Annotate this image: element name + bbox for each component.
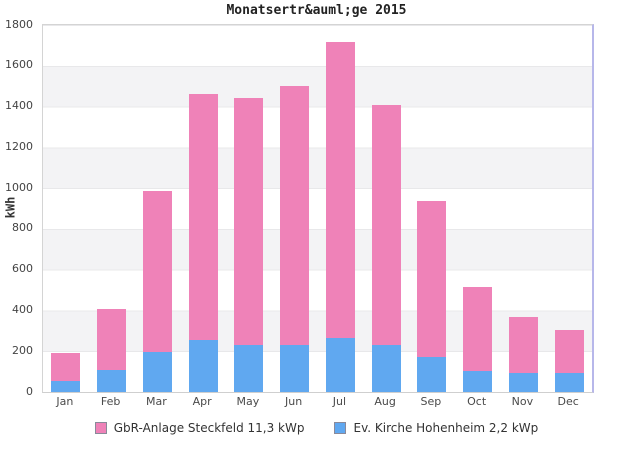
- bar-segment: [234, 98, 264, 346]
- bar-segment: [463, 370, 493, 392]
- bar-segment: [371, 104, 401, 346]
- bar-slot-jan: [43, 25, 89, 392]
- bar-segment: [51, 353, 81, 381]
- y-tick-label: 800: [12, 221, 33, 235]
- bar-segment: [234, 345, 264, 392]
- bar-stack-oct: [463, 287, 493, 392]
- x-tick-label-jul: Jul: [332, 395, 347, 408]
- legend-swatch-icon: [334, 422, 347, 434]
- legend-label: GbR-Anlage Steckfeld 11,3 kWp: [113, 421, 305, 435]
- bar-slot-jun: [272, 25, 318, 392]
- y-tick-label: 1200: [5, 139, 33, 153]
- y-tick-label: 1800: [5, 17, 33, 31]
- y-axis-ticks: 0 200 400 600 800 1000 1200 1400 1600 1800: [0, 0, 33, 450]
- bar-segment: [508, 372, 538, 392]
- y-tick-label: 1000: [5, 180, 33, 194]
- y-tick-label: 0: [26, 384, 33, 398]
- bar-segment: [188, 94, 218, 341]
- x-tick-label-apr: Apr: [192, 395, 212, 408]
- legend-swatch-icon: [94, 422, 107, 434]
- x-tick-label-mar: Mar: [145, 395, 167, 408]
- bar-stack-jun: [280, 86, 310, 392]
- legend-item: GbR-Anlage Steckfeld 11,3 kWp: [94, 421, 305, 435]
- y-tick-label: 1600: [5, 58, 33, 72]
- bar-segment: [142, 191, 172, 353]
- bar-slot-may: [226, 25, 272, 392]
- bar-segment: [325, 337, 355, 392]
- bar-segment: [371, 345, 401, 392]
- bar-segment: [142, 352, 172, 392]
- bar-segment: [188, 340, 218, 392]
- x-tick-label-feb: Feb: [100, 395, 121, 408]
- x-tick-label-jan: Jan: [56, 395, 74, 408]
- bar-segment: [51, 380, 81, 392]
- bar-stack-may: [234, 98, 264, 392]
- bar-stack-feb: [97, 309, 127, 392]
- x-tick-label-may: May: [236, 395, 260, 408]
- y-tick-label: 400: [12, 302, 33, 316]
- x-tick-label-oct: Oct: [467, 395, 487, 408]
- x-tick-label-sep: Sep: [420, 395, 442, 408]
- bar-segment: [97, 309, 127, 370]
- bar-segment: [97, 369, 127, 392]
- x-tick-label-aug: Aug: [374, 395, 396, 408]
- legend: GbR-Anlage Steckfeld 11,3 kWp Ev. Kirche …: [42, 421, 591, 435]
- legend-item: Ev. Kirche Hohenheim 2,2 kWp: [334, 421, 538, 435]
- bar-slot-jul: [318, 25, 364, 392]
- y-tick-label: 200: [12, 343, 33, 357]
- bar-segment: [554, 372, 584, 392]
- bar-slot-mar: [135, 25, 181, 392]
- plot-area: [42, 24, 594, 393]
- x-tick-label-jun: Jun: [285, 395, 303, 408]
- y-tick-label: 1400: [5, 99, 33, 113]
- bar-slot-nov: [501, 25, 547, 392]
- x-axis-labels: Jan Feb Mar Apr May Jun Jul Aug Sep Oct Nov Dec: [42, 395, 591, 410]
- bar-segment: [280, 345, 310, 392]
- bar-slot-apr: [180, 25, 226, 392]
- bar-slot-oct: [455, 25, 501, 392]
- bar-segment: [417, 201, 447, 358]
- bar-stack-jan: [51, 353, 81, 392]
- x-tick-label-nov: Nov: [511, 395, 534, 408]
- bar-stack-jul: [325, 42, 355, 392]
- bar-stack-apr: [188, 94, 218, 392]
- bar-slot-dec: [546, 25, 592, 392]
- bar-slot-feb: [89, 25, 135, 392]
- bar-stack-aug: [371, 104, 401, 392]
- bars-row: [43, 25, 592, 392]
- bar-stack-nov: [508, 316, 538, 392]
- chart-title: Monatsertr&auml;ge 2015: [226, 3, 407, 18]
- bar-segment: [280, 86, 310, 346]
- bar-segment: [417, 357, 447, 392]
- bar-segment: [325, 42, 355, 338]
- bar-stack-sep: [417, 201, 447, 392]
- bar-slot-sep: [409, 25, 455, 392]
- bar-segment: [508, 316, 538, 373]
- legend-label: Ev. Kirche Hohenheim 2,2 kWp: [353, 421, 539, 435]
- bar-slot-aug: [363, 25, 409, 392]
- x-tick-label-dec: Dec: [557, 395, 579, 408]
- y-tick-label: 600: [12, 262, 33, 276]
- bar-stack-mar: [142, 191, 172, 392]
- bar-segment: [554, 329, 584, 373]
- bar-segment: [463, 287, 493, 371]
- bar-stack-dec: [554, 329, 584, 392]
